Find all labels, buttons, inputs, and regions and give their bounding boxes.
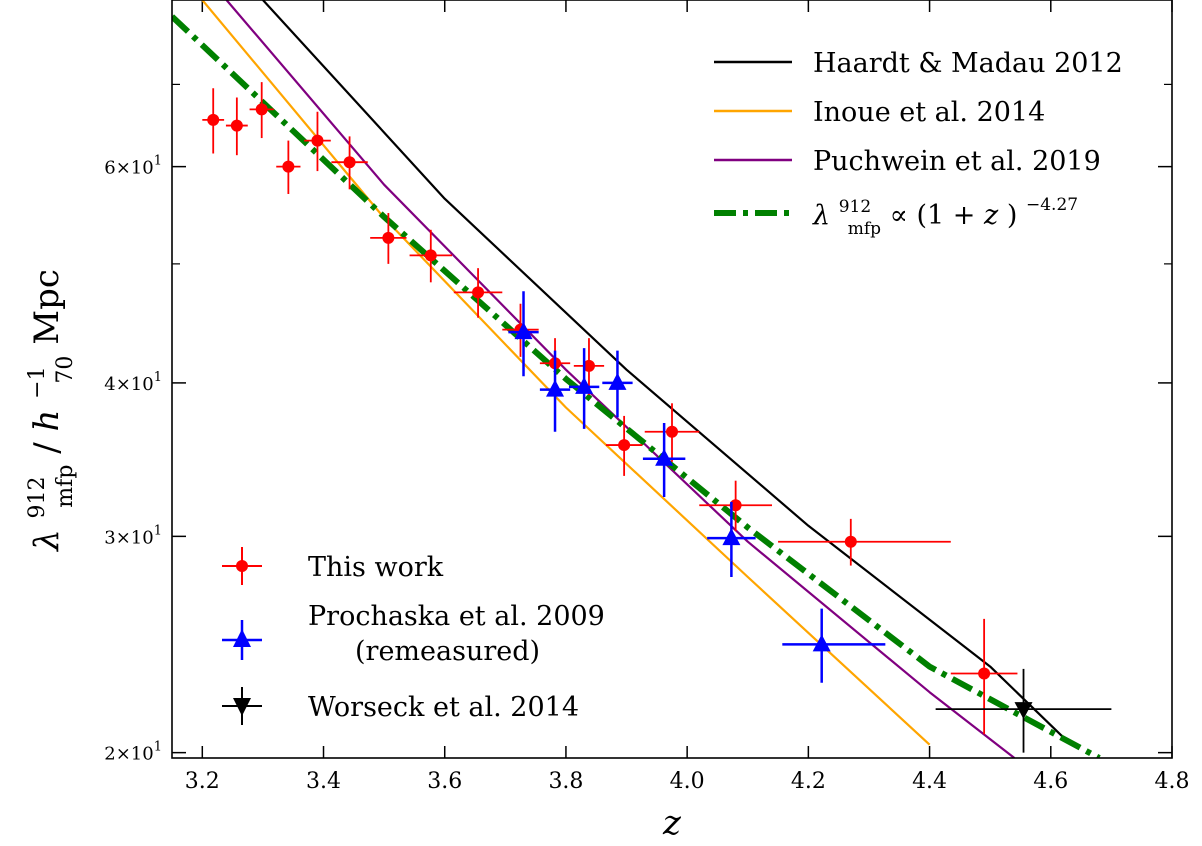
y-label-unit: Mpc xyxy=(27,269,67,345)
x-tick-label-8: 4.8 xyxy=(1155,769,1190,794)
marker-0-2 xyxy=(255,103,268,116)
y-label-lambda-sup: 912 xyxy=(25,477,50,519)
marker-1-5 xyxy=(722,528,741,546)
x-tick-label-3: 3.8 xyxy=(548,769,583,794)
model-line-1 xyxy=(201,0,931,746)
marker-1-2 xyxy=(575,376,594,394)
marker-0-5 xyxy=(343,156,356,169)
point-0-2 xyxy=(249,82,274,139)
marker-0-16 xyxy=(978,667,991,680)
y-label-h-sub: 70 xyxy=(53,356,78,384)
y-label-slash: / xyxy=(27,432,67,454)
point-1-0 xyxy=(508,291,539,377)
x-axis-label: z xyxy=(662,803,682,843)
y-tick-label-1: 3×101 xyxy=(104,523,162,548)
point-0-13 xyxy=(644,403,700,462)
marker-1-6 xyxy=(812,634,831,652)
legend-label-inoue: Inoue et al. 2014 xyxy=(813,97,1045,128)
legend-data: This work Prochaska et al. 2009 (remeasu… xyxy=(222,547,605,725)
marker-0-13 xyxy=(666,425,678,438)
x-tick-label-7: 4.6 xyxy=(1033,769,1068,794)
point-0-14 xyxy=(699,480,772,532)
legend-label-puchwein: Puchwein et al. 2019 xyxy=(813,146,1101,177)
point-0-4 xyxy=(304,111,331,172)
marker-0-4 xyxy=(311,134,324,147)
marker-0-11 xyxy=(582,359,595,372)
marker-0-7 xyxy=(424,249,437,262)
marker-0-8 xyxy=(472,286,485,299)
legend-label-this-work: This work xyxy=(308,552,444,583)
marker-0-15 xyxy=(844,535,857,548)
legend-models: Haardt & Madau 2012 Inoue et al. 2014 Pu… xyxy=(714,48,1123,241)
legend-label-power-law: λ 912 mfp ∝ (1 + z ) −4.27 xyxy=(812,188,1078,241)
point-0-15 xyxy=(778,518,951,566)
y-label-h-sup: −1 xyxy=(25,366,50,398)
x-tick-label-2: 3.6 xyxy=(427,769,462,794)
point-0-5 xyxy=(331,136,368,190)
marker-0-3 xyxy=(282,160,295,173)
point-1-2 xyxy=(568,348,600,429)
marker-1-0 xyxy=(514,322,533,340)
legend-marker-prochaska xyxy=(222,620,262,660)
legend-label-prochaska: Prochaska et al. 2009 xyxy=(308,601,605,632)
marker-1-1 xyxy=(546,379,565,397)
y-axis-ticks: 2×101 3×101 4×101 6×101 xyxy=(104,154,1172,765)
legend-marker-worseck xyxy=(222,687,262,725)
marker-0-12 xyxy=(618,439,631,452)
marker-0-1 xyxy=(230,119,243,132)
point-0-12 xyxy=(605,415,643,476)
point-0-7 xyxy=(409,229,452,283)
point-2-0 xyxy=(935,668,1112,753)
point-0-16 xyxy=(950,618,1018,735)
legend-label-worseck: Worseck et al. 2014 xyxy=(308,692,579,723)
marker-2-0 xyxy=(1014,702,1033,720)
plot-frame xyxy=(171,0,1173,759)
y-axis-label: λ 912 mfp / h −1 70 Mpc xyxy=(13,269,81,553)
y-tick-label-3: 6×101 xyxy=(104,154,162,179)
point-0-8 xyxy=(453,268,503,318)
point-1-5 xyxy=(707,501,756,577)
y-label-lambda-sub: mfp xyxy=(53,465,78,508)
x-tick-label-4: 4.0 xyxy=(670,769,705,794)
marker-1-4 xyxy=(655,448,674,466)
y-tick-label-2: 4×101 xyxy=(104,370,162,395)
x-tick-label-6: 4.4 xyxy=(912,769,947,794)
point-1-3 xyxy=(602,350,633,418)
marker-0-6 xyxy=(382,231,395,244)
marker-1-3 xyxy=(608,372,627,390)
legend-label-haardt-madau: Haardt & Madau 2012 xyxy=(813,48,1123,79)
marker-0-0 xyxy=(207,113,220,126)
data-points xyxy=(202,82,1112,753)
x-tick-label-1: 3.4 xyxy=(306,769,341,794)
model-line-0 xyxy=(262,0,1064,738)
model-line-3 xyxy=(172,14,1101,758)
point-0-0 xyxy=(202,88,225,154)
legend-marker-this-work xyxy=(222,547,262,585)
model-lines xyxy=(172,0,1101,758)
legend-label-prochaska-note: (remeasured) xyxy=(355,636,540,667)
svg-text:λ 912 mfp /: λ 912 mfp / h −1 70 Mpc xyxy=(13,269,81,553)
point-1-6 xyxy=(782,608,886,683)
point-0-6 xyxy=(370,213,407,264)
x-tick-label-5: 4.2 xyxy=(791,769,826,794)
point-1-1 xyxy=(539,350,571,432)
point-0-1 xyxy=(225,97,248,156)
y-tick-label-0: 2×101 xyxy=(104,740,162,765)
point-0-3 xyxy=(276,140,301,194)
point-0-11 xyxy=(573,338,605,396)
model-line-2 xyxy=(225,0,1016,758)
point-1-4 xyxy=(642,423,686,497)
x-axis-ticks: 3.2 3.4 3.6 3.8 4.0 4.2 4.4 4.6 4.8 xyxy=(185,0,1190,794)
y-label-lambda: λ xyxy=(27,529,67,553)
x-tick-label-0: 3.2 xyxy=(185,769,220,794)
plot-area xyxy=(172,0,1112,758)
minor-ticks xyxy=(172,83,1172,265)
y-label-h: h xyxy=(27,410,67,432)
